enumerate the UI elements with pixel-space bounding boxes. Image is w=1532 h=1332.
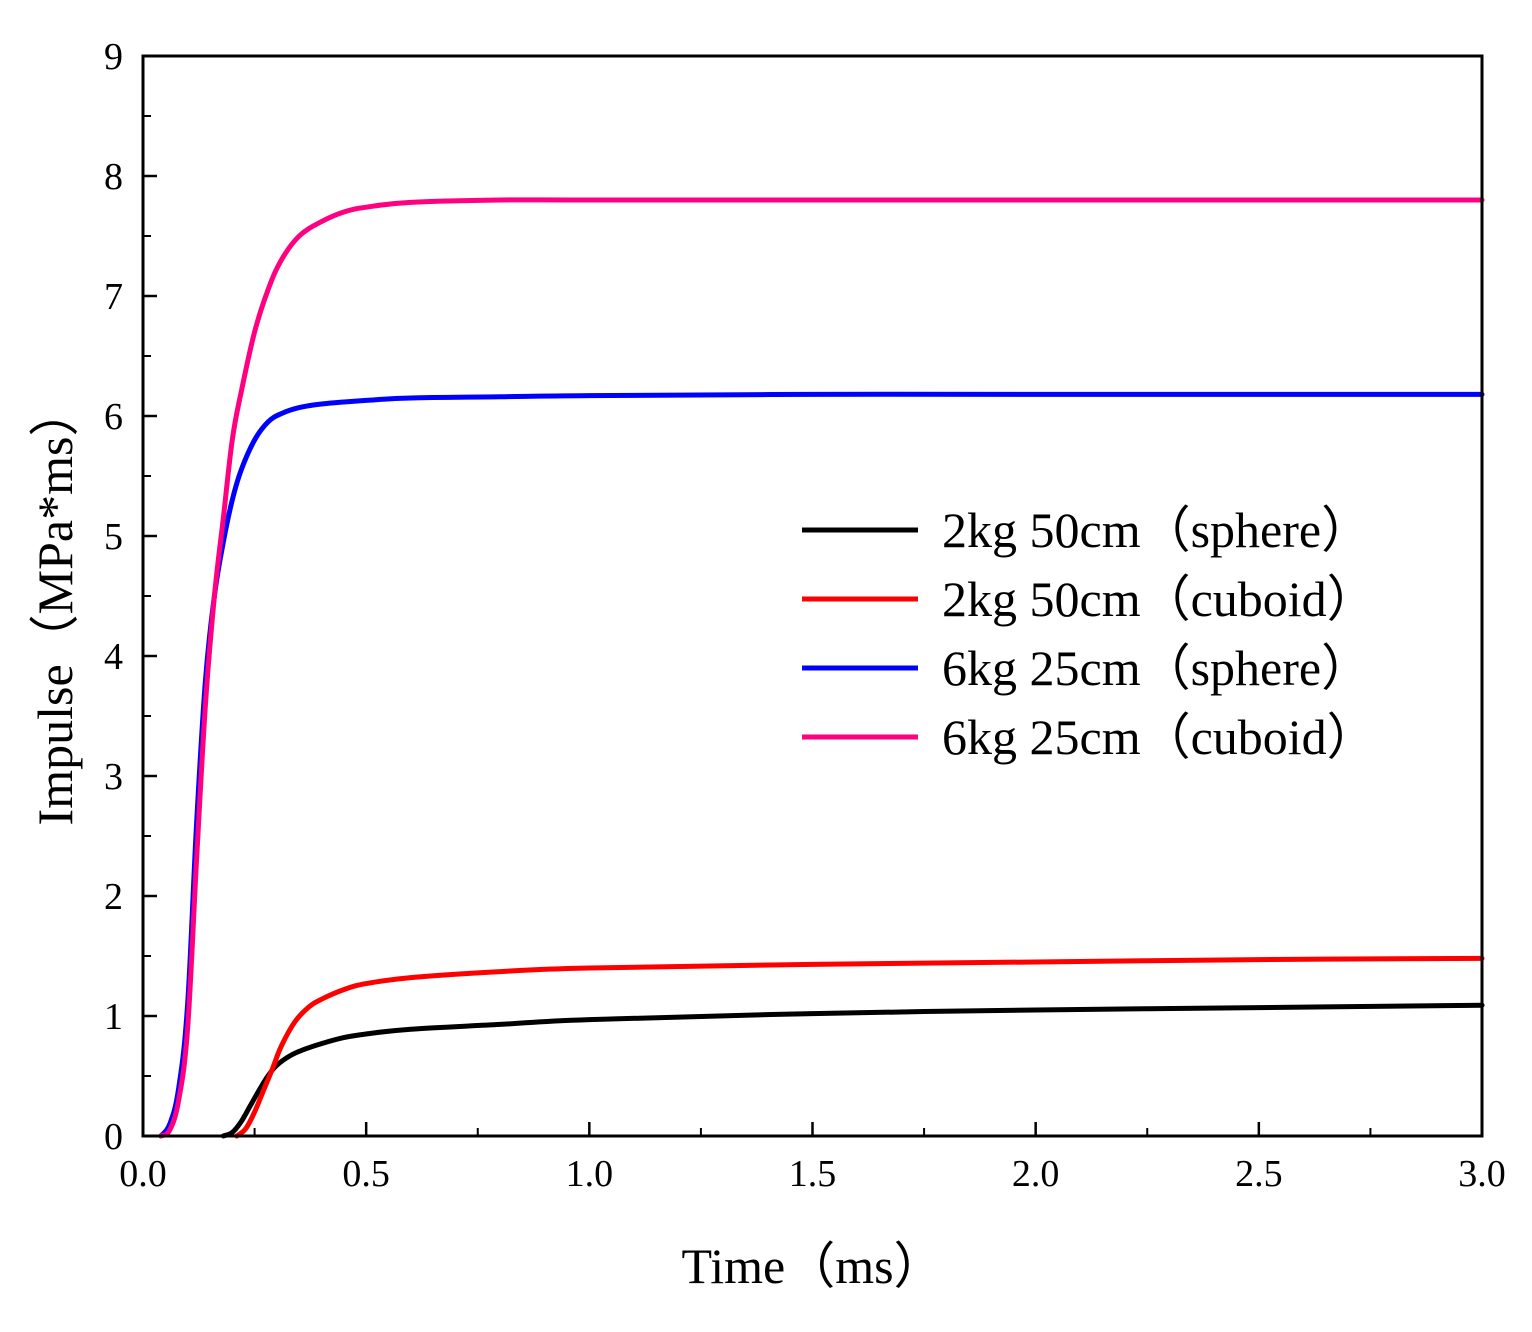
x-tick-label: 1.0 (566, 1153, 614, 1195)
series-line-1 (220, 1002, 1485, 1139)
labels-layer: 0.0 0.5 1.0 1.5 2.0 2.5 3.0 0 1 2 3 4 5 6 7 8 9 (104, 36, 1506, 1195)
x-tick-label: 0.0 (119, 1153, 167, 1195)
y-tick-label: 6 (104, 396, 123, 438)
legend-label: 2kg 50cm（sphere） (942, 502, 1371, 558)
legend-label: 6kg 25cm（cuboid） (942, 709, 1377, 765)
y-tick-label: 8 (104, 156, 123, 198)
plot-frame (141, 54, 1484, 1138)
legend-label: 2kg 50cm（cuboid） (942, 571, 1377, 627)
y-tick-label: 0 (104, 1116, 123, 1158)
y-tick-label: 3 (104, 756, 123, 798)
series-line-4 (158, 197, 1485, 1139)
series-line-2 (234, 955, 1485, 1139)
x-tick-label: 2.5 (1235, 1153, 1283, 1195)
x-axis-title: Time（ms） (681, 1238, 943, 1294)
y-tick-label: 7 (104, 276, 123, 318)
y-tick-label: 4 (104, 636, 123, 678)
y-tick-label: 5 (104, 516, 123, 558)
x-tick-label: 3.0 (1458, 1153, 1506, 1195)
y-axis-title: Impulse（MPa*ms） (27, 387, 83, 826)
series-layer (158, 197, 1485, 1139)
y-tick-label: 1 (104, 996, 123, 1038)
y-tick-label: 9 (104, 36, 123, 78)
x-tick-label: 0.5 (342, 1153, 390, 1195)
y-tick-label: 2 (104, 876, 123, 918)
legend-label: 6kg 25cm（sphere） (942, 640, 1371, 696)
x-tick-label: 2.0 (1012, 1153, 1060, 1195)
x-tick-label: 1.5 (789, 1153, 837, 1195)
legend: 2kg 50cm（sphere） 2kg 50cm（cuboid） 6kg 25cm… (802, 502, 1377, 765)
